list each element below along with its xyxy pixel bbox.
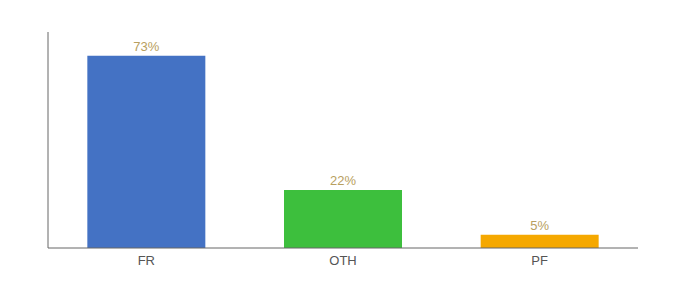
svg-text:FR: FR [138,253,155,268]
svg-text:PF: PF [531,253,548,268]
svg-text:22%: 22% [330,173,356,188]
svg-text:OTH: OTH [329,253,356,268]
svg-text:5%: 5% [530,218,549,233]
svg-text:73%: 73% [133,39,159,54]
